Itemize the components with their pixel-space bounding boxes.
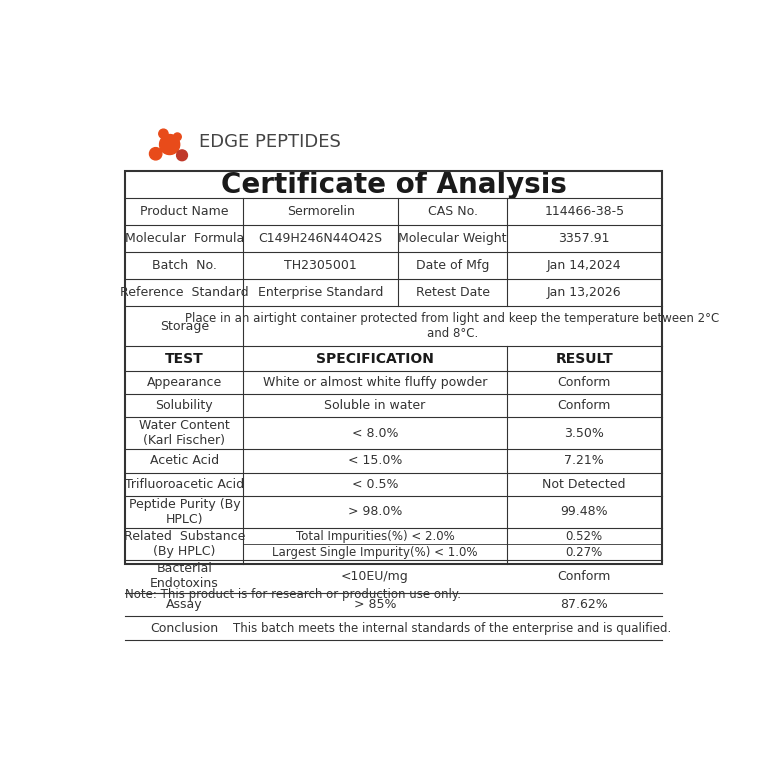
Text: Trifluoroacetic Acid: Trifluoroacetic Acid: [124, 478, 244, 491]
Text: Batch  No.: Batch No.: [152, 260, 217, 273]
Text: Total Impurities(%) < 2.0%: Total Impurities(%) < 2.0%: [296, 530, 455, 542]
Text: Conform: Conform: [558, 376, 611, 389]
Text: RESULT: RESULT: [555, 352, 613, 366]
Text: Date of Mfg: Date of Mfg: [415, 260, 489, 273]
Text: Molecular Weight: Molecular Weight: [399, 233, 507, 245]
Text: SPECIFICATION: SPECIFICATION: [316, 352, 434, 366]
Text: TEST: TEST: [165, 352, 204, 366]
Text: 7.21%: 7.21%: [564, 455, 604, 468]
Text: Enterprise Standard: Enterprise Standard: [258, 286, 383, 300]
Text: > 98.0%: > 98.0%: [348, 505, 402, 518]
Text: Largest Single Impurity(%) < 1.0%: Largest Single Impurity(%) < 1.0%: [272, 546, 478, 559]
Text: 0.27%: 0.27%: [565, 546, 603, 559]
Circle shape: [174, 133, 181, 141]
Text: Soluble in water: Soluble in water: [324, 399, 425, 412]
Text: Assay: Assay: [166, 598, 203, 611]
Text: > 85%: > 85%: [354, 598, 396, 611]
Text: Note: This product is for research or production use only.: Note: This product is for research or pr…: [125, 588, 462, 601]
Text: C149H246N44O42S: C149H246N44O42S: [259, 233, 382, 245]
Text: Conform: Conform: [558, 399, 611, 412]
Text: Molecular  Formula: Molecular Formula: [124, 233, 244, 245]
Text: Bacterial
Endotoxins: Bacterial Endotoxins: [150, 562, 219, 591]
Circle shape: [177, 150, 187, 161]
Text: Conclusion: Conclusion: [151, 621, 218, 634]
Text: CAS No.: CAS No.: [428, 205, 478, 218]
Text: Related  Substance
(By HPLC): Related Substance (By HPLC): [124, 530, 245, 558]
Text: TH2305001: TH2305001: [284, 260, 357, 273]
Text: Certificate of Analysis: Certificate of Analysis: [220, 171, 567, 199]
Text: 0.52%: 0.52%: [566, 530, 603, 542]
Text: 87.62%: 87.62%: [561, 598, 608, 611]
Circle shape: [159, 129, 168, 138]
Text: Jan 14,2024: Jan 14,2024: [547, 260, 621, 273]
Text: Acetic Acid: Acetic Acid: [150, 455, 219, 468]
Circle shape: [160, 134, 180, 154]
Text: Not Detected: Not Detected: [542, 478, 626, 491]
Text: Reference  Standard: Reference Standard: [120, 286, 249, 300]
Text: Product Name: Product Name: [140, 205, 229, 218]
Text: Solubility: Solubility: [156, 399, 214, 412]
Text: Sermorelin: Sermorelin: [286, 205, 355, 218]
Text: Peptide Purity (By
HPLC): Peptide Purity (By HPLC): [128, 498, 240, 526]
Text: < 0.5%: < 0.5%: [352, 478, 399, 491]
Text: Conform: Conform: [558, 570, 611, 583]
Bar: [125, 171, 662, 564]
Circle shape: [150, 147, 162, 160]
Text: 99.48%: 99.48%: [561, 505, 608, 518]
Text: Appearance: Appearance: [147, 376, 222, 389]
Text: 3357.91: 3357.91: [558, 233, 610, 245]
Text: This batch meets the internal standards of the enterprise and is qualified.: This batch meets the internal standards …: [233, 621, 672, 634]
Text: Water Content
(Karl Fischer): Water Content (Karl Fischer): [139, 419, 230, 447]
Text: Storage: Storage: [160, 319, 209, 333]
Text: Place in an airtight container protected from light and keep the temperature bet: Place in an airtight container protected…: [185, 313, 720, 340]
Text: White or almost white fluffy powder: White or almost white fluffy powder: [263, 376, 487, 389]
Text: < 8.0%: < 8.0%: [352, 427, 399, 440]
Text: EDGE PEPTIDES: EDGE PEPTIDES: [199, 133, 341, 151]
Text: Jan 13,2026: Jan 13,2026: [547, 286, 621, 300]
Text: Retest Date: Retest Date: [415, 286, 489, 300]
Text: < 15.0%: < 15.0%: [348, 455, 402, 468]
Text: 3.50%: 3.50%: [564, 427, 604, 440]
Text: <10EU/mg: <10EU/mg: [341, 570, 409, 583]
Text: 114466-38-5: 114466-38-5: [545, 205, 624, 218]
